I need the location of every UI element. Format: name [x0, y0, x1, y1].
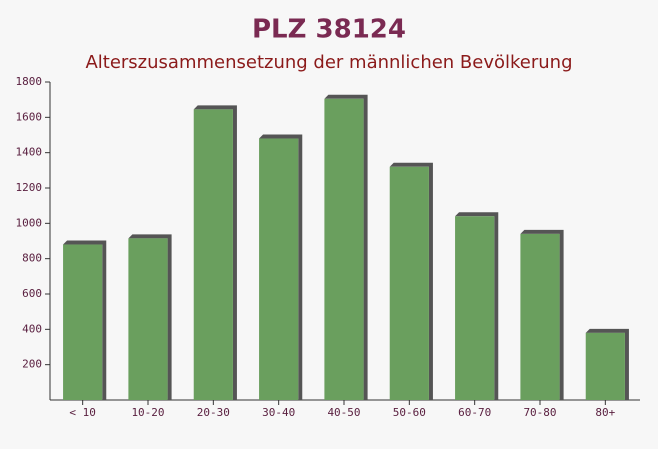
y-tick-label: 1400 — [16, 146, 43, 159]
y-tick-label: 200 — [22, 358, 42, 371]
bar — [585, 332, 625, 400]
bar — [63, 244, 103, 400]
bar — [520, 233, 560, 400]
bar — [193, 109, 233, 400]
x-tick-label: 10-20 — [131, 406, 164, 419]
bar — [389, 166, 429, 400]
bar — [128, 238, 168, 400]
y-tick-label: 1200 — [16, 181, 43, 194]
bar — [324, 98, 364, 401]
chart-title: PLZ 38124 — [252, 15, 406, 45]
bar — [455, 216, 495, 400]
x-tick-label: 30-40 — [262, 406, 295, 419]
y-tick-label: 400 — [22, 322, 42, 335]
y-tick-label: 1800 — [16, 75, 43, 88]
x-tick-label: 50-60 — [393, 406, 426, 419]
y-tick-label: 800 — [22, 252, 42, 265]
x-tick-label: < 10 — [69, 406, 96, 419]
y-tick-label: 600 — [22, 287, 42, 300]
y-tick-label: 1000 — [16, 216, 43, 229]
bar — [259, 138, 299, 401]
chart-subtitle: Alterszusammensetzung der männlichen Bev… — [85, 52, 572, 73]
x-tick-label: 70-80 — [523, 406, 556, 419]
y-tick-label: 1600 — [16, 110, 43, 123]
x-tick-label: 80+ — [595, 406, 615, 419]
x-tick-label: 60-70 — [458, 406, 491, 419]
x-tick-label: 40-50 — [327, 406, 360, 419]
x-tick-label: 20-30 — [197, 406, 230, 419]
